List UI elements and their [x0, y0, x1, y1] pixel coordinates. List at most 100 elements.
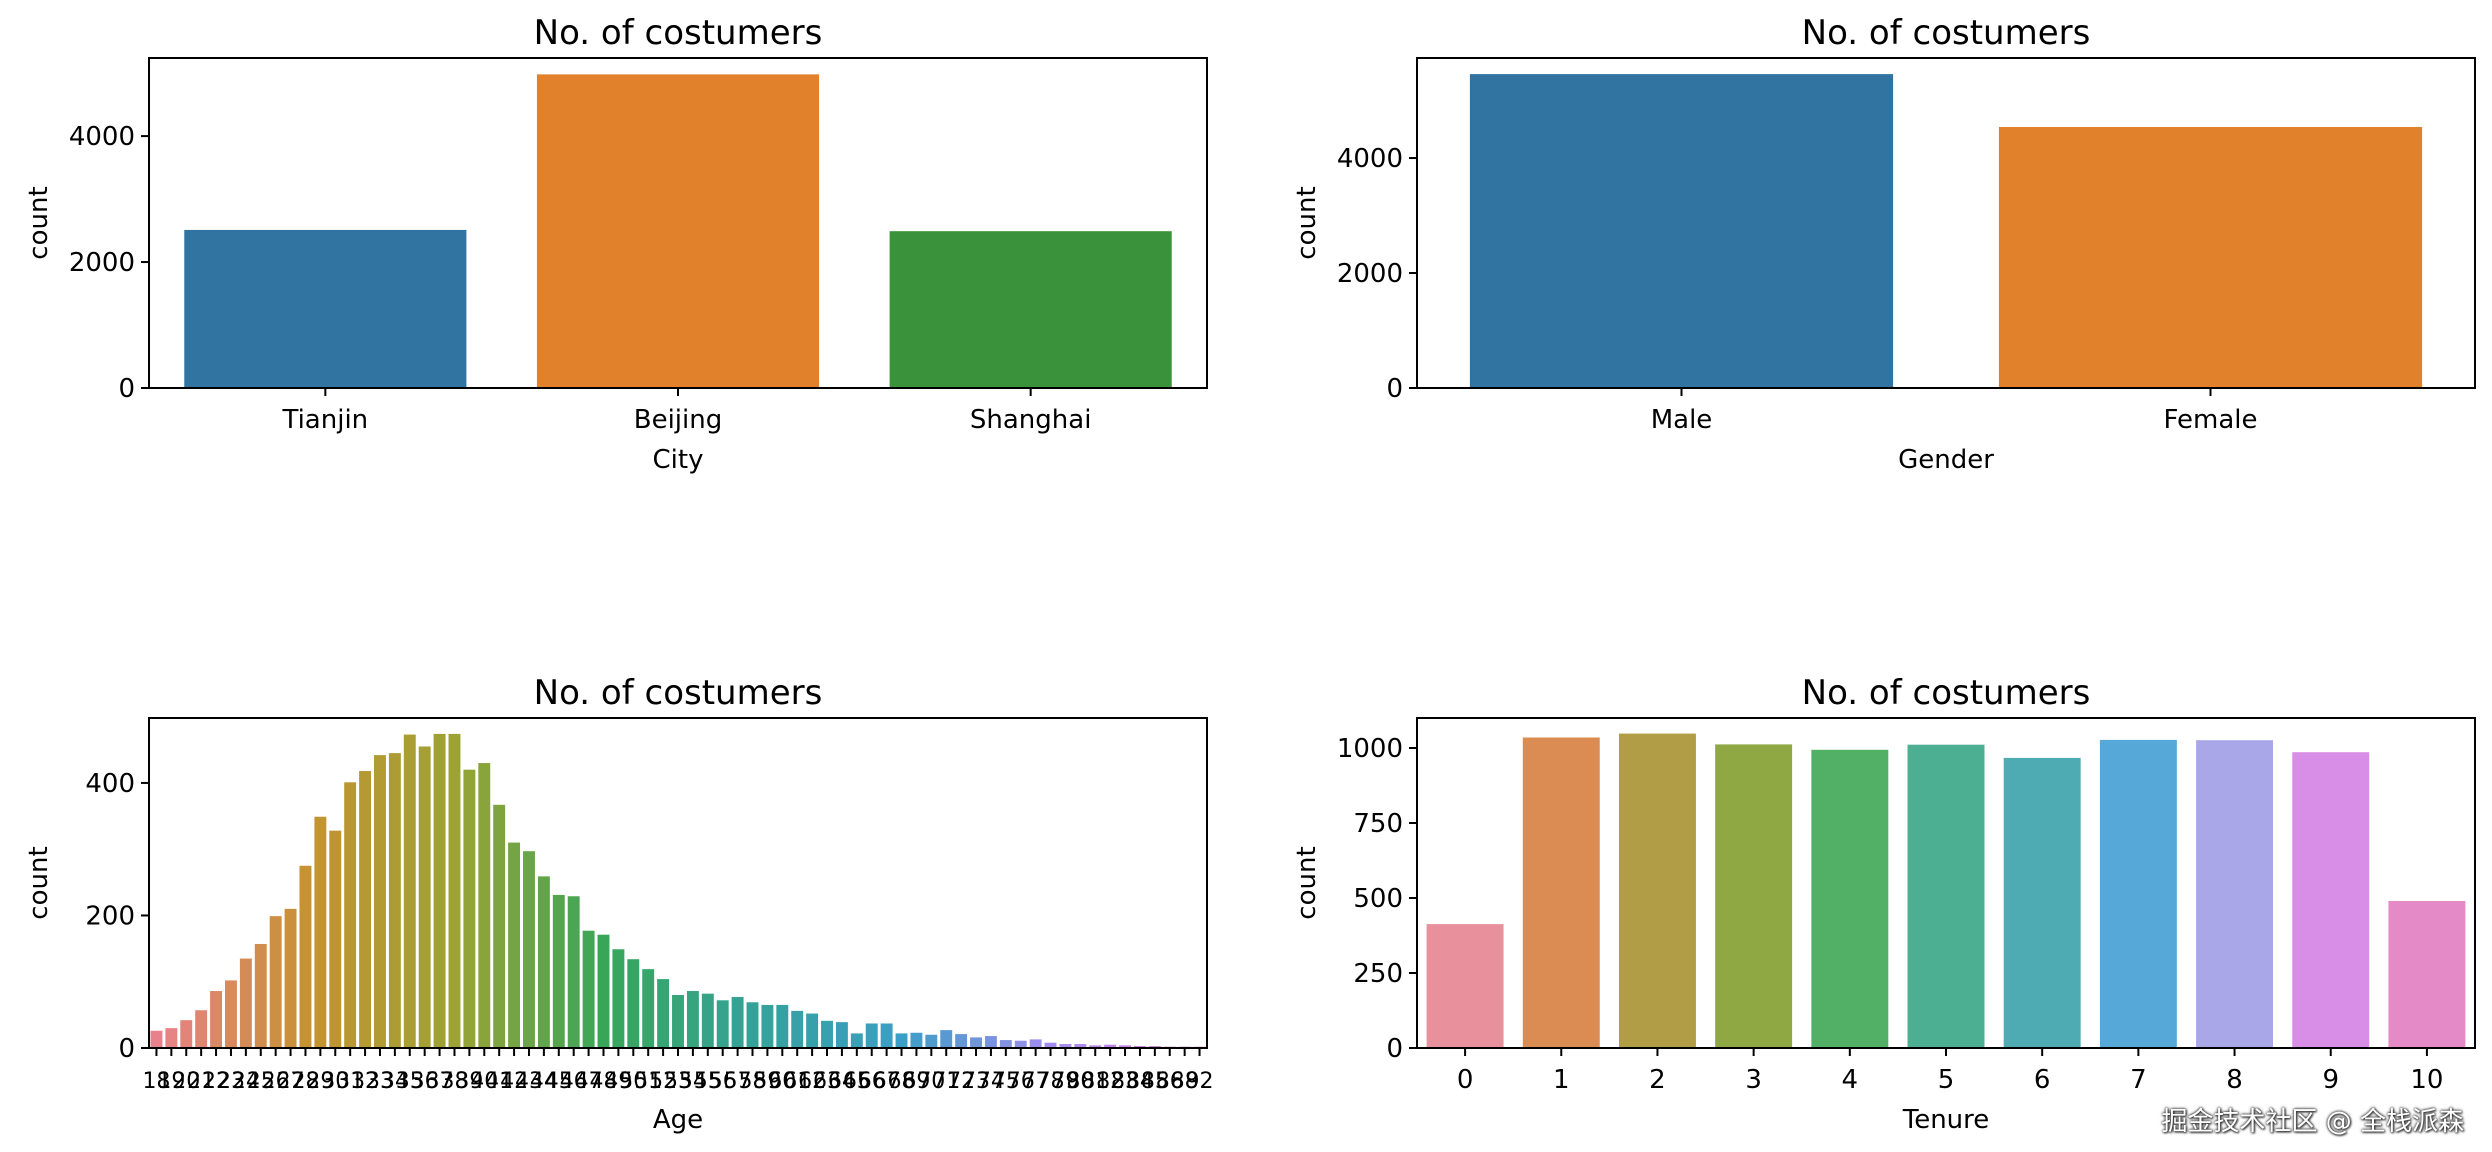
- x-tick-label: 21: [187, 1069, 215, 1094]
- bar-76: [1014, 1040, 1027, 1048]
- y-tick-label: 500: [1353, 884, 1403, 914]
- bar-10: [2388, 901, 2466, 1048]
- bar-48: [597, 934, 610, 1048]
- bar-58: [746, 1002, 759, 1048]
- x-tick-label: 68: [888, 1069, 916, 1094]
- bar-45: [552, 894, 565, 1048]
- bar-0: [1426, 924, 1504, 1048]
- x-tick-label: 82: [1096, 1069, 1124, 1094]
- x-tick-label: 76: [1007, 1069, 1035, 1094]
- x-tick-label: 55: [694, 1069, 722, 1094]
- bar-80: [1074, 1044, 1087, 1048]
- x-tick-label: 46: [560, 1069, 588, 1094]
- y-axis-label: count: [1292, 186, 1322, 259]
- bar-73: [970, 1037, 982, 1048]
- y-axis-label: count: [24, 186, 54, 259]
- y-tick-label: 2000: [1337, 259, 1403, 289]
- bar-24: [239, 958, 252, 1048]
- x-tick-label: Male: [1651, 405, 1713, 435]
- bar-41: [493, 804, 506, 1048]
- x-tick-label: 4: [1842, 1065, 1859, 1095]
- x-tick-label: 53: [664, 1069, 692, 1094]
- bar-5: [1907, 744, 1985, 1048]
- bar-1: [1522, 737, 1600, 1048]
- chart-title: No. of costumers: [534, 673, 823, 713]
- bar-72: [955, 1034, 968, 1048]
- bar-66: [865, 1023, 878, 1048]
- x-tick-label: 2: [1649, 1065, 1666, 1095]
- x-tick-label: 74: [977, 1069, 1005, 1094]
- x-tick-label: 34: [381, 1069, 409, 1094]
- x-tick-label: 31: [336, 1069, 364, 1094]
- y-tick-label: 750: [1353, 809, 1403, 839]
- bar-8: [2196, 740, 2274, 1048]
- bar-27: [284, 908, 297, 1048]
- bar-47: [582, 930, 595, 1048]
- bar-Beijing: [536, 74, 820, 388]
- x-tick-label: 62: [798, 1069, 826, 1094]
- x-tick-label: 10: [2410, 1065, 2443, 1095]
- bar-7: [2099, 739, 2177, 1048]
- chart-1: 0 2000 4000 Tianjin Beijing Shanghai No. of co…: [24, 13, 1208, 475]
- y-axis-label: count: [24, 846, 54, 919]
- chart-4: 0 250 500 750 1000 0 1 2 3 4 5 6 7 8 9 10 No. of costume…: [1292, 673, 2476, 1135]
- y-axis-label: count: [1292, 846, 1322, 919]
- x-tick-label: 9: [2322, 1065, 2339, 1095]
- x-tick-label: 49: [604, 1069, 632, 1094]
- bar-56: [716, 1000, 729, 1048]
- bar-9: [2292, 752, 2370, 1048]
- x-tick-label: 40: [470, 1069, 498, 1094]
- x-tick-label: 22: [202, 1069, 230, 1094]
- x-tick-label: 25: [247, 1069, 275, 1094]
- x-tick-label: 35: [396, 1069, 424, 1094]
- x-tick-label: 1: [1553, 1065, 1570, 1095]
- x-tick-label: 81: [1081, 1069, 1109, 1094]
- bar-39: [463, 769, 476, 1048]
- x-tick-label: 6: [2034, 1065, 2051, 1095]
- bar-18: [150, 1030, 163, 1048]
- x-tick-label: 30: [321, 1069, 349, 1094]
- bar-65: [850, 1033, 863, 1048]
- x-tick-label: Tianjin: [282, 405, 369, 435]
- bar-52: [657, 979, 670, 1048]
- chart-title: No. of costumers: [534, 13, 823, 53]
- chart-title: No. of costumers: [1802, 673, 2091, 713]
- x-tick-label: 20: [172, 1069, 200, 1094]
- bar-44: [537, 876, 550, 1048]
- x-tick-label: 67: [873, 1069, 901, 1094]
- bar-37: [433, 733, 446, 1048]
- x-axis-label: City: [653, 445, 704, 475]
- chart-title: No. of costumers: [1802, 13, 2091, 53]
- bar-21: [195, 1010, 208, 1048]
- chart-3: 0200400181920212223242526272829303132333…: [24, 673, 1214, 1135]
- x-tick-label: 79: [1051, 1069, 1079, 1094]
- x-tick-label: 65: [843, 1069, 871, 1094]
- bar-Tianjin: [184, 229, 467, 388]
- bar-62: [806, 1013, 819, 1048]
- x-tick-label: 92: [1186, 1069, 1214, 1094]
- bar-63: [821, 1020, 833, 1048]
- bar-75: [999, 1040, 1012, 1048]
- bar-71: [940, 1030, 953, 1048]
- x-tick-label: 19: [157, 1069, 185, 1094]
- x-tick-label: 43: [515, 1069, 543, 1094]
- x-tick-label: 84: [1126, 1069, 1154, 1094]
- bar-51: [642, 969, 655, 1048]
- x-tick-label: 69: [902, 1069, 930, 1094]
- bar-35: [403, 734, 416, 1048]
- x-tick-label: 66: [858, 1069, 886, 1094]
- chart-2: 0 2000 4000 Male Female No. of costumers Gende…: [1292, 13, 2476, 475]
- bar-28: [299, 865, 312, 1048]
- y-tick-label: 0: [1386, 1034, 1403, 1064]
- bar-30: [329, 830, 342, 1048]
- x-tick-label: 26: [262, 1069, 290, 1094]
- x-tick-label: 36: [411, 1069, 439, 1094]
- x-tick-label: 75: [992, 1069, 1020, 1094]
- x-axis-label: Gender: [1898, 445, 1994, 475]
- bar-34: [388, 753, 401, 1048]
- x-tick-label: 29: [306, 1069, 334, 1094]
- y-tick-label: 0: [1386, 374, 1403, 404]
- x-tick-label: 39: [455, 1069, 483, 1094]
- bar-38: [448, 733, 461, 1048]
